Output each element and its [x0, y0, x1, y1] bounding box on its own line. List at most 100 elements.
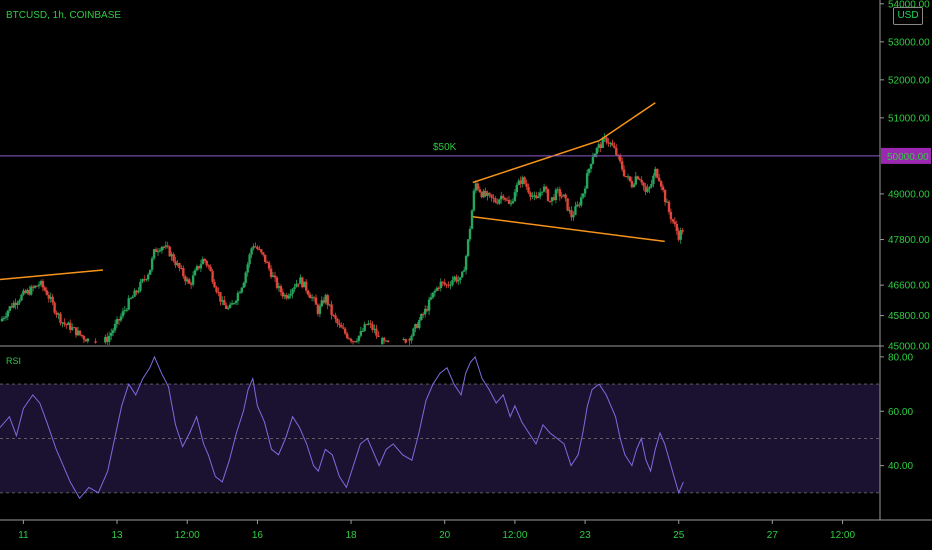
candle-body — [416, 324, 419, 328]
candle-body — [6, 310, 9, 317]
candle-body — [266, 262, 269, 263]
candle-body — [322, 300, 325, 303]
candle-body — [264, 254, 267, 262]
candle-body — [509, 203, 513, 205]
candle-body — [523, 177, 526, 184]
candle-body — [16, 302, 19, 305]
candle-body — [84, 339, 87, 342]
candle-body — [32, 286, 35, 288]
candle-body — [482, 190, 485, 198]
candle-body — [188, 279, 191, 284]
candle-body — [310, 297, 314, 299]
rsi-line[interactable] — [0, 355, 684, 500]
trendline[interactable] — [472, 215, 665, 243]
trendline[interactable] — [0, 269, 104, 281]
candle-body — [402, 339, 405, 340]
candle-body — [143, 279, 146, 281]
candle-body — [648, 187, 651, 189]
candle-body — [441, 281, 444, 283]
candle-body — [464, 255, 468, 271]
candle-body — [638, 179, 641, 181]
candle-body — [517, 180, 520, 185]
rsi-tick-label: 60.00 — [888, 407, 913, 418]
candle-body — [459, 277, 462, 281]
candle-body — [383, 337, 386, 341]
candle-body — [572, 214, 575, 218]
candle-body — [141, 279, 144, 282]
candle-body — [12, 302, 15, 308]
candle-body — [408, 338, 411, 341]
candle-body — [601, 138, 604, 148]
candle-body — [312, 297, 316, 299]
price-tick-label: 47800.00 — [888, 235, 930, 246]
candle-body — [240, 287, 243, 293]
candle-body — [533, 195, 536, 197]
candle-body — [591, 157, 595, 164]
candle-body — [248, 254, 251, 265]
candle-body — [425, 308, 429, 311]
symbol-label[interactable]: BTCUSD, 1h, COINBASE — [6, 10, 122, 21]
candle-body — [673, 221, 676, 224]
candle-body — [76, 330, 80, 336]
candle-body — [217, 291, 220, 293]
candle-body — [170, 254, 173, 257]
trendline[interactable] — [472, 102, 656, 184]
currency-button[interactable]: USD — [893, 7, 923, 25]
candle-body — [199, 264, 203, 269]
candle-body — [277, 286, 281, 288]
candle-body — [336, 318, 339, 324]
candle-body — [646, 188, 649, 192]
candle-body — [24, 290, 27, 294]
candle-body — [203, 258, 206, 261]
candle-body — [355, 340, 359, 342]
candle-body — [67, 322, 70, 326]
candle-body — [30, 286, 33, 295]
candle-body — [652, 175, 655, 185]
candle-body — [86, 338, 89, 342]
candle-body — [10, 306, 13, 308]
candle-body — [595, 148, 598, 154]
candle-body — [193, 270, 197, 276]
level-badge-label: 50000.00 — [887, 152, 929, 163]
candle-body — [470, 210, 474, 229]
candle-body — [484, 190, 487, 196]
price-tick-label: 49000.00 — [888, 189, 930, 200]
candle-body — [305, 281, 308, 291]
candle-body — [156, 251, 160, 253]
candle-body — [195, 266, 199, 271]
rsi-pane[interactable] — [0, 355, 880, 500]
level-badge — [881, 147, 931, 164]
candle-body — [476, 183, 479, 190]
candle-body — [525, 183, 528, 187]
time-axis[interactable]: 11 13 12:00 16 18 20 12:00 23 25 27 12:00 — [18, 520, 856, 541]
candle-body — [513, 192, 517, 202]
candle-body — [104, 336, 107, 343]
candle-body — [613, 145, 616, 148]
candle-body — [152, 249, 156, 259]
candle-body — [445, 284, 448, 286]
price-axis[interactable]: 54000.00 53000.00 52000.00 51000.00 49000.00… — [880, 0, 930, 353]
price-level[interactable]: 50000.00 $50K — [0, 142, 931, 164]
rsi-axis[interactable]: 80.00 60.00 40.00 — [880, 352, 913, 472]
candle-body — [227, 307, 230, 309]
candle-body — [642, 182, 645, 187]
candle-body — [478, 189, 481, 193]
candle-body — [342, 327, 345, 329]
time-tick-label: 18 — [346, 530, 358, 541]
candle-body — [158, 250, 162, 252]
candle-body — [624, 176, 628, 178]
candle-body — [346, 333, 349, 339]
candle-body — [435, 287, 439, 291]
candle-body — [256, 247, 259, 250]
candle-body — [234, 301, 238, 304]
candle-body — [365, 324, 368, 326]
candle-body — [420, 314, 423, 320]
candle-body — [307, 290, 310, 295]
candle-body — [230, 303, 234, 305]
candle-body — [324, 295, 327, 303]
candle-body — [127, 298, 130, 310]
candle-body — [669, 211, 673, 220]
candle-body — [451, 280, 454, 285]
trendlines[interactable] — [0, 102, 665, 281]
